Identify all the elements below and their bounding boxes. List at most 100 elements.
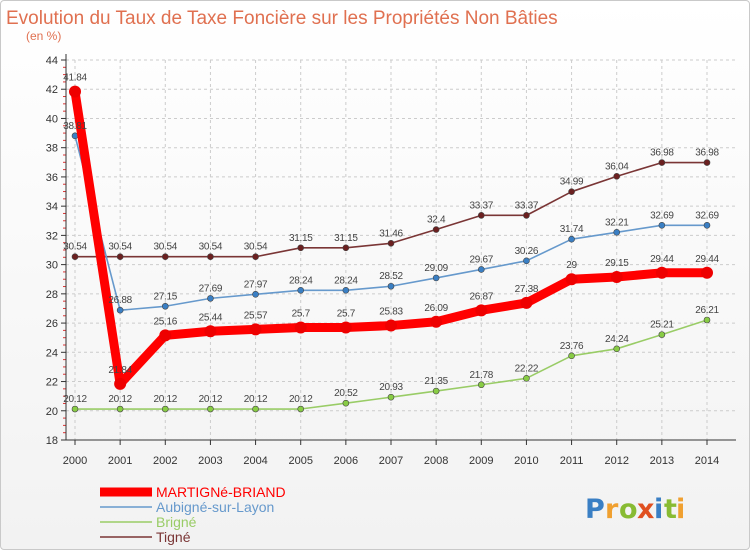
point-tign--2002: [161, 253, 169, 261]
point-brign--2014: [703, 316, 711, 324]
point-brign--2005: [297, 405, 305, 413]
y-tick-label-34: 34: [46, 201, 58, 213]
x-tick-label-2012: 2012: [604, 455, 628, 467]
point-brign--2003: [207, 405, 214, 413]
x-tick-label-2005: 2005: [288, 455, 312, 467]
point-martign-briand-2004: [249, 323, 262, 336]
data-label-martign-briand-2014: 29.44: [695, 254, 719, 265]
data-label-aubign-sur-layon-2003: 27.69: [199, 283, 223, 294]
point-brign--2006: [342, 399, 350, 407]
point-tign--2013: [658, 159, 666, 166]
y-tick-label-18: 18: [46, 435, 58, 447]
y-tick-label-38: 38: [46, 143, 58, 155]
y-tick-label-42: 42: [46, 84, 58, 96]
point-martign-briand-2013: [655, 266, 668, 279]
data-label-martign-briand-2002: 25.16: [154, 316, 178, 327]
data-label-martign-briand-2008: 26.09: [424, 303, 448, 314]
x-tick-label-2010: 2010: [514, 455, 538, 467]
data-label-tign--2006: 31.15: [334, 233, 358, 244]
x-tick-label-2006: 2006: [334, 455, 358, 467]
point-martign-briand-2012: [610, 271, 623, 284]
data-label-brign--2005: 20.12: [289, 394, 313, 405]
point-aubign-sur-layon-2014: [703, 222, 711, 229]
data-label-brign--2006: 20.52: [334, 388, 358, 399]
data-labels: 30.54 30.54 30.54 30.54 30.54 31.15 31.15 31.46…: [63, 73, 720, 405]
point-aubign-sur-layon-2009: [477, 266, 485, 273]
point-aubign-sur-layon-2012: [613, 229, 621, 236]
point-martign-briand-2014: [701, 266, 713, 279]
x-tick-label-2009: 2009: [469, 455, 493, 467]
data-label-brign--2013: 25.21: [650, 320, 674, 331]
data-label-brign--2008: 21.35: [424, 376, 448, 387]
data-label-martign-briand-2007: 25.83: [379, 307, 403, 318]
point-tign--2003: [207, 253, 214, 261]
data-label-martign-briand-2004: 25.57: [244, 310, 268, 321]
point-aubign-sur-layon-2006: [342, 287, 350, 294]
data-label-tign--2005: 31.15: [289, 233, 313, 244]
x-tick-label-2014: 2014: [695, 455, 719, 467]
point-tign--2004: [252, 253, 259, 261]
point-aubign-sur-layon-2005: [297, 287, 305, 294]
legend-label-brign-: Brigné: [156, 514, 197, 530]
data-label-brign--2009: 21.78: [470, 370, 494, 381]
logo-letter: i: [654, 494, 663, 525]
data-label-aubign-sur-layon-2014: 32.69: [695, 210, 719, 221]
legend: MARTIGNé-BRIANDAubigné-sur-LayonBrignéTi…: [100, 484, 286, 545]
point-brign--2000: [71, 405, 79, 413]
logo-letter: x: [637, 494, 654, 525]
point-aubign-sur-layon-2002: [161, 302, 169, 310]
data-label-aubign-sur-layon-2009: 29.67: [470, 254, 494, 265]
point-tign--2012: [613, 173, 621, 180]
point-brign--2009: [477, 381, 485, 389]
data-label-martign-briand-2011: 29: [566, 260, 577, 271]
data-label-tign--2010: 33.37: [515, 200, 539, 211]
y-tick-label-32: 32: [46, 230, 58, 242]
x-tick-label-2013: 2013: [650, 455, 674, 467]
point-aubign-sur-layon-2013: [658, 222, 666, 229]
point-martign-briand-2006: [339, 321, 352, 334]
data-label-martign-briand-2000: 41.84: [63, 73, 87, 84]
point-martign-briand-2000: [69, 85, 81, 98]
point-tign--2006: [342, 244, 350, 252]
point-martign-briand-2007: [385, 319, 397, 332]
data-label-tign--2002: 30.54: [154, 242, 178, 253]
x-tick-label-2003: 2003: [198, 455, 222, 467]
x-tick-label-2002: 2002: [153, 455, 177, 467]
point-aubign-sur-layon-2001: [116, 306, 124, 314]
point-brign--2004: [252, 405, 259, 413]
point-brign--2001: [116, 405, 124, 413]
data-label-brign--2014: 26.21: [695, 305, 719, 316]
series-group: [69, 85, 713, 413]
data-label-aubign-sur-layon-2000: 38.81: [63, 121, 87, 132]
data-label-tign--2012: 36.04: [605, 161, 629, 172]
point-tign--2011: [568, 188, 575, 195]
y-tick-label-28: 28: [46, 289, 58, 301]
data-label-tign--2008: 32.4: [427, 215, 446, 226]
point-aubign-sur-layon-2010: [523, 257, 530, 265]
data-label-brign--2000: 20.12: [63, 394, 87, 405]
point-aubign-sur-layon-2007: [387, 282, 395, 290]
point-martign-briand-2008: [430, 315, 443, 328]
data-label-tign--2009: 33.37: [470, 200, 494, 211]
data-label-brign--2001: 20.12: [108, 394, 132, 405]
y-tick-label-44: 44: [46, 55, 58, 67]
data-label-martign-briand-2012: 29.15: [605, 258, 629, 269]
data-label-tign--2000: 30.54: [63, 242, 87, 253]
data-label-martign-briand-2006: 25.7: [337, 308, 356, 319]
data-label-aubign-sur-layon-2006: 28.24: [334, 275, 358, 286]
data-label-aubign-sur-layon-2007: 28.52: [379, 271, 403, 282]
point-martign-briand-2005: [294, 321, 307, 334]
data-label-tign--2004: 30.54: [244, 242, 268, 253]
point-martign-briand-2011: [565, 273, 578, 286]
point-tign--2008: [432, 226, 440, 233]
data-label-aubign-sur-layon-2008: 29.09: [424, 263, 448, 274]
data-label-martign-briand-2003: 25.44: [199, 312, 223, 323]
point-brign--2012: [613, 345, 621, 353]
x-tick-label-2007: 2007: [379, 455, 403, 467]
point-tign--2000: [71, 253, 79, 261]
point-tign--2009: [477, 212, 485, 219]
point-aubign-sur-layon-2008: [432, 274, 440, 282]
x-tick-label-2000: 2000: [63, 455, 87, 467]
